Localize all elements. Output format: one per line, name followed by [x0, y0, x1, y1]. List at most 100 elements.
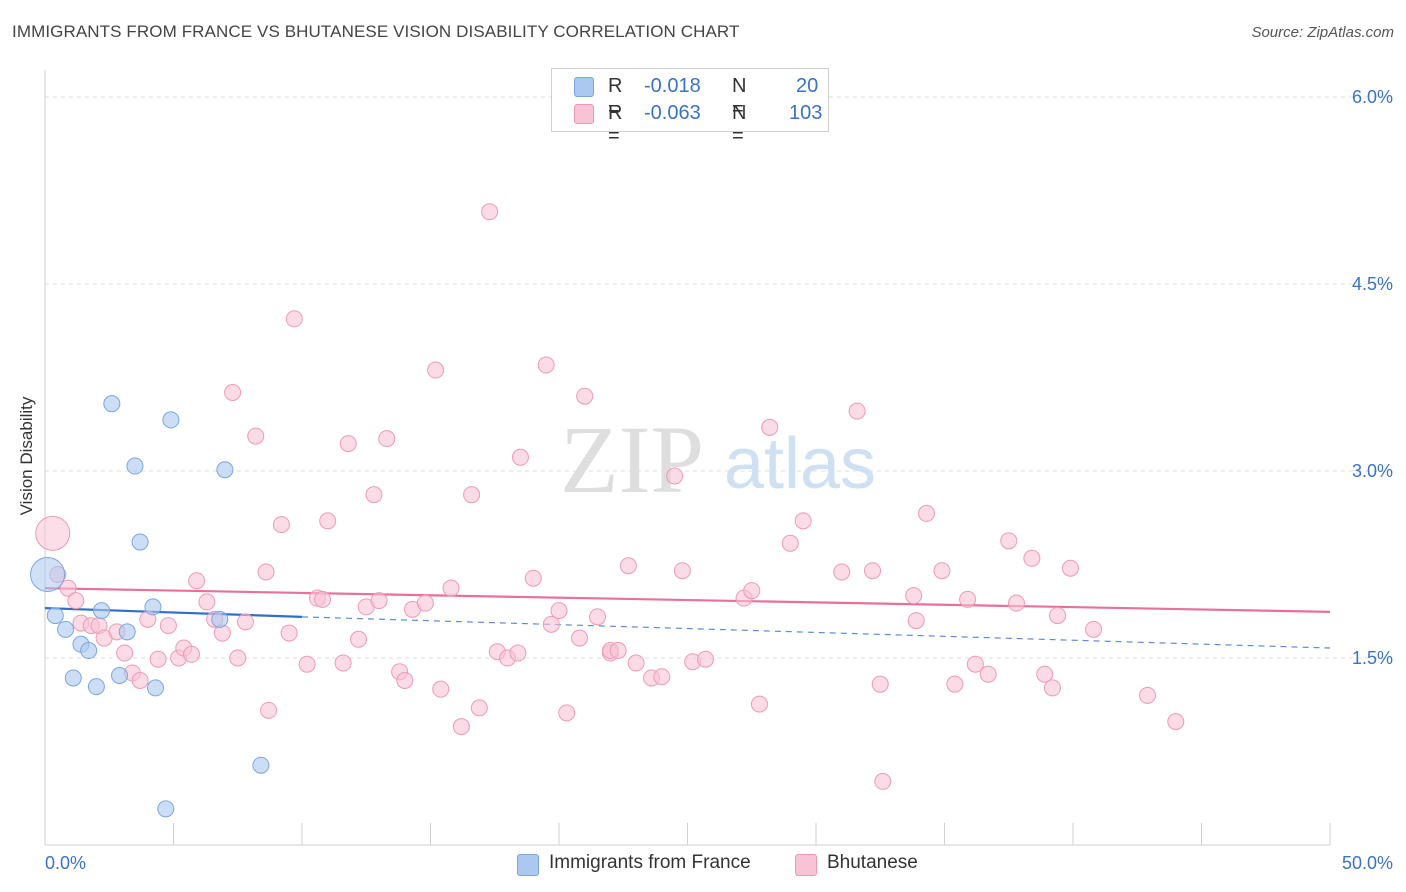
trend-lines	[44, 587, 1331, 649]
axes	[44, 70, 1331, 846]
legend-r-value: -0.063	[644, 102, 701, 124]
data-point-bhutanese	[537, 356, 555, 374]
data-point-bhutanese	[1061, 559, 1079, 577]
data-points	[30, 203, 1185, 818]
data-point-bhutanese	[280, 624, 298, 642]
data-point-france	[80, 642, 98, 660]
data-point-bhutanese	[933, 562, 951, 580]
data-point-bhutanese	[848, 402, 866, 420]
data-point-bhutanese	[833, 563, 851, 581]
y-tick-label: 1.5%	[1352, 648, 1393, 668]
legend-r-label: R =	[608, 75, 623, 120]
data-point-bhutanese	[481, 203, 499, 221]
x-tick-label: 50.0%	[1342, 853, 1393, 873]
data-point-bhutanese	[946, 675, 964, 693]
data-point-bhutanese	[673, 562, 691, 580]
data-point-bhutanese	[260, 701, 278, 719]
tick-labels: 1.5% 3.0% 4.5% 6.0% 0.0% 50.0%	[45, 87, 1393, 873]
data-point-bhutanese	[1000, 532, 1018, 550]
legend-n-label: N =	[732, 75, 747, 120]
data-point-france	[57, 620, 75, 638]
data-point-bhutanese	[159, 617, 177, 635]
data-point-bhutanese	[378, 430, 396, 448]
data-point-bhutanese	[1007, 594, 1025, 612]
y-tick-label: 6.0%	[1352, 87, 1393, 107]
data-point-france	[162, 411, 180, 429]
data-point-bhutanese	[35, 515, 71, 551]
data-point-bhutanese	[509, 644, 527, 662]
data-point-bhutanese	[432, 680, 450, 698]
legend-label-bhutanese: Bhutanese	[827, 852, 918, 873]
data-point-bhutanese	[416, 594, 434, 612]
data-point-bhutanese	[427, 361, 445, 379]
gridlines	[45, 96, 1392, 659]
data-point-bhutanese	[463, 486, 481, 504]
data-point-bhutanese	[1043, 679, 1061, 697]
watermark-zip: ZIP	[560, 406, 704, 513]
source-label: Source: ZipAtlas.com	[1251, 24, 1394, 41]
data-point-bhutanese	[236, 613, 254, 631]
data-point-bhutanese	[589, 608, 607, 626]
data-point-bhutanese	[298, 655, 316, 673]
data-point-bhutanese	[864, 562, 882, 580]
data-point-bhutanese	[1139, 686, 1157, 704]
data-point-france	[30, 556, 66, 592]
data-point-france	[216, 461, 234, 479]
data-point-bhutanese	[1036, 665, 1054, 683]
trend-line-france	[44, 607, 303, 618]
data-point-bhutanese	[907, 612, 925, 630]
data-point-bhutanese	[339, 435, 357, 453]
data-point-france	[157, 800, 175, 818]
data-point-bhutanese	[794, 512, 812, 530]
data-point-bhutanese	[550, 602, 568, 620]
data-point-bhutanese	[116, 644, 134, 662]
data-point-bhutanese	[182, 645, 200, 663]
data-point-france	[131, 533, 149, 551]
data-point-france	[111, 666, 129, 684]
correlation-legend: R = -0.018 N = 20 R = -0.063 N = 103	[551, 68, 829, 147]
data-point-bhutanese	[257, 563, 275, 581]
data-point-bhutanese	[188, 572, 206, 590]
data-point-france	[93, 602, 111, 620]
x-tick-label: 0.0%	[45, 853, 86, 873]
data-point-bhutanese	[224, 383, 242, 401]
data-point-bhutanese	[743, 582, 761, 600]
data-point-france	[252, 756, 270, 774]
data-point-bhutanese	[966, 655, 984, 673]
data-point-bhutanese	[666, 467, 684, 485]
data-point-bhutanese	[609, 642, 627, 660]
data-point-bhutanese	[1167, 713, 1185, 731]
data-point-france	[87, 678, 105, 696]
data-point-bhutanese	[314, 590, 332, 608]
data-point-bhutanese	[576, 387, 594, 405]
data-point-bhutanese	[542, 615, 560, 633]
chart-title: IMMIGRANTS FROM FRANCE VS BHUTANESE VISI…	[12, 22, 740, 41]
data-point-bhutanese	[571, 629, 589, 647]
data-point-bhutanese	[229, 649, 247, 667]
data-point-bhutanese	[781, 534, 799, 552]
legend-label-france: Immigrants from France	[549, 852, 751, 873]
data-point-bhutanese	[558, 704, 576, 722]
data-point-france	[126, 457, 144, 475]
data-point-france	[103, 395, 121, 413]
data-point-bhutanese	[524, 569, 542, 587]
data-point-bhutanese	[67, 592, 85, 610]
data-point-bhutanese	[247, 427, 265, 445]
data-point-bhutanese	[59, 579, 77, 597]
data-point-bhutanese	[1049, 607, 1067, 625]
data-point-bhutanese	[979, 665, 997, 683]
y-axis-label: Vision Disability	[17, 396, 36, 515]
legend-swatch-france	[574, 77, 594, 97]
data-point-france	[211, 610, 229, 628]
data-point-bhutanese	[396, 671, 414, 689]
data-point-bhutanese	[198, 593, 216, 611]
data-point-france	[147, 679, 165, 697]
data-point-france	[46, 607, 64, 625]
data-point-bhutanese	[918, 504, 936, 522]
data-point-france	[144, 598, 162, 616]
data-point-bhutanese	[452, 718, 470, 736]
data-point-bhutanese	[272, 516, 290, 534]
data-point-bhutanese	[1085, 620, 1103, 638]
data-point-bhutanese	[442, 579, 460, 597]
